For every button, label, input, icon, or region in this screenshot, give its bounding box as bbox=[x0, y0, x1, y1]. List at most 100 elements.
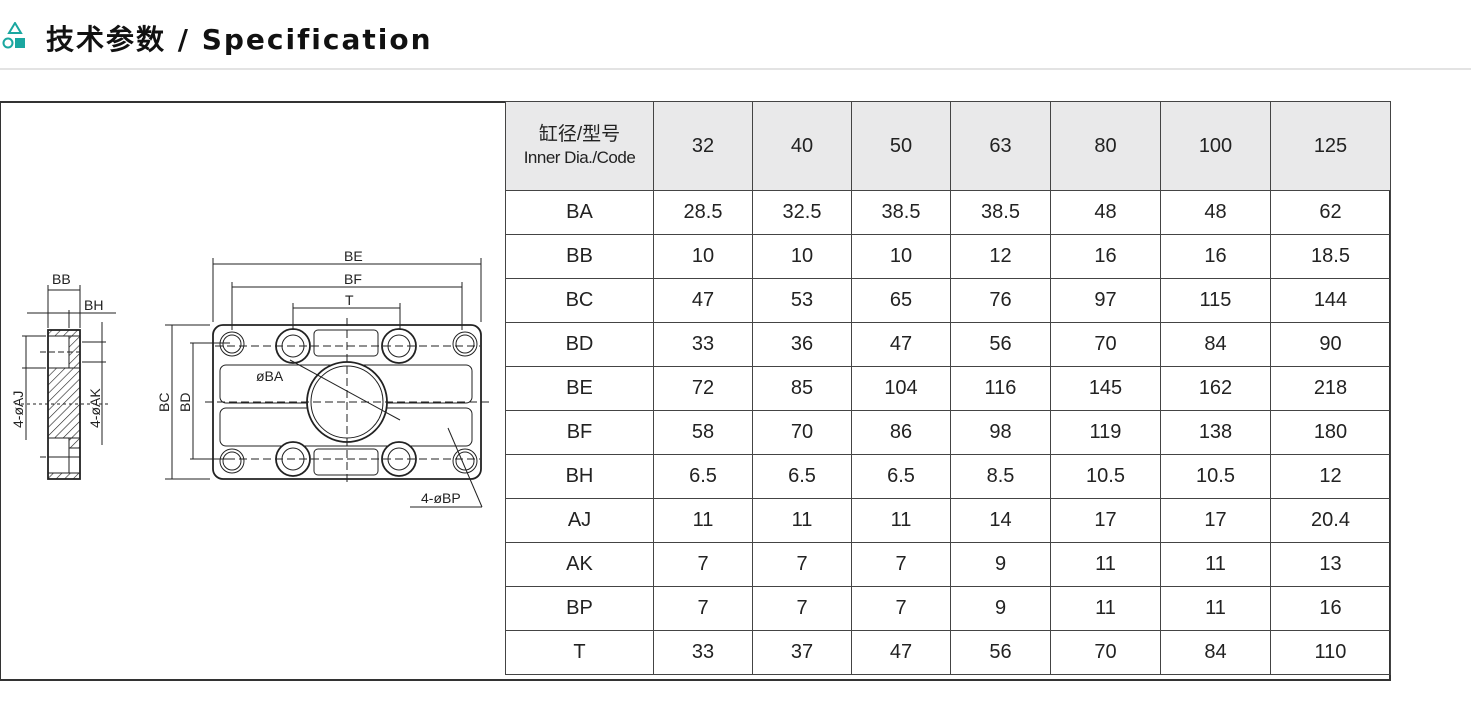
table-cell: 72 bbox=[653, 366, 753, 411]
row-label: BP bbox=[505, 586, 654, 631]
table-cell: 48 bbox=[1050, 190, 1161, 235]
table-cell: 14 bbox=[950, 498, 1051, 543]
table-row: BH 6.5 6.5 6.5 8.5 10.5 10.5 12 bbox=[505, 454, 1391, 499]
table-cell: 47 bbox=[851, 322, 951, 367]
table-row: BA 28.5 32.5 38.5 38.5 48 48 62 bbox=[505, 190, 1391, 235]
page-title: 技术参数 / Specification bbox=[46, 23, 433, 56]
column-header: 40 bbox=[752, 101, 852, 191]
table-cell: 18.5 bbox=[1270, 234, 1391, 279]
table-row: BP 7 7 7 9 11 11 16 bbox=[505, 586, 1391, 631]
table-cell: 48 bbox=[1160, 190, 1271, 235]
table-cell: 9 bbox=[950, 586, 1051, 631]
table-cell: 11 bbox=[1050, 542, 1161, 587]
table-cell: 115 bbox=[1160, 278, 1271, 323]
table-header-row: 缸径/型号 Inner Dia./Code 32 40 50 63 80 100… bbox=[505, 101, 1391, 191]
table-row: BF 58 70 86 98 119 138 180 bbox=[505, 410, 1391, 455]
table-row: BB 10 10 10 12 16 16 18.5 bbox=[505, 234, 1391, 279]
table-cell: 70 bbox=[752, 410, 852, 455]
column-header: 32 bbox=[653, 101, 753, 191]
label-bd: BD bbox=[177, 393, 193, 412]
label-be: BE bbox=[344, 248, 363, 264]
table-cell: 119 bbox=[1050, 410, 1161, 455]
table-cell: 8.5 bbox=[950, 454, 1051, 499]
table-cell: 98 bbox=[950, 410, 1051, 455]
table-cell: 145 bbox=[1050, 366, 1161, 411]
label-t: T bbox=[345, 292, 354, 308]
table-cell: 7 bbox=[851, 542, 951, 587]
table-cell: 180 bbox=[1270, 410, 1391, 455]
table-cell: 20.4 bbox=[1270, 498, 1391, 543]
table-cell: 32.5 bbox=[752, 190, 852, 235]
table-cell: 47 bbox=[653, 278, 753, 323]
row-label: AJ bbox=[505, 498, 654, 543]
table-row: BD 33 36 47 56 70 84 90 bbox=[505, 322, 1391, 367]
table-cell: 36 bbox=[752, 322, 852, 367]
table-cell: 17 bbox=[1050, 498, 1161, 543]
table-cell: 53 bbox=[752, 278, 852, 323]
table-cell: 162 bbox=[1160, 366, 1271, 411]
table-cell: 10 bbox=[653, 234, 753, 279]
technical-drawing: BB BH 4-øAJ 4-øAK BE BF T BC BD øBA 4-øB… bbox=[10, 248, 490, 508]
label-ak: 4-øAK bbox=[87, 388, 103, 428]
spec-table: 缸径/型号 Inner Dia./Code 32 40 50 63 80 100… bbox=[505, 101, 1391, 675]
label-bf: BF bbox=[344, 271, 362, 287]
row-label: BE bbox=[505, 366, 654, 411]
table-cell: 97 bbox=[1050, 278, 1161, 323]
table-cell: 11 bbox=[752, 498, 852, 543]
table-cell: 11 bbox=[1160, 542, 1271, 587]
table-cell: 138 bbox=[1160, 410, 1271, 455]
table-cell: 84 bbox=[1160, 630, 1271, 675]
table-cell: 10.5 bbox=[1160, 454, 1271, 499]
row-label: BB bbox=[505, 234, 654, 279]
side-view bbox=[15, 285, 116, 480]
table-row: AK 7 7 7 9 11 11 13 bbox=[505, 542, 1391, 587]
table-cell: 9 bbox=[950, 542, 1051, 587]
table-cell: 37 bbox=[752, 630, 852, 675]
table-cell: 10 bbox=[851, 234, 951, 279]
table-cell: 17 bbox=[1160, 498, 1271, 543]
table-row: T 33 37 47 56 70 84 110 bbox=[505, 630, 1391, 675]
table-cell: 6.5 bbox=[653, 454, 753, 499]
table-cell: 58 bbox=[653, 410, 753, 455]
table-cell: 38.5 bbox=[950, 190, 1051, 235]
column-header: 50 bbox=[851, 101, 951, 191]
label-bb: BB bbox=[52, 271, 71, 287]
table-row: BE 72 85 104 116 145 162 218 bbox=[505, 366, 1391, 411]
table-cell: 33 bbox=[653, 630, 753, 675]
table-cell: 11 bbox=[1160, 586, 1271, 631]
table-cell: 65 bbox=[851, 278, 951, 323]
row-label: BH bbox=[505, 454, 654, 499]
row-label: BF bbox=[505, 410, 654, 455]
column-header: 100 bbox=[1160, 101, 1271, 191]
label-bp: 4-øBP bbox=[421, 490, 461, 506]
table-cell: 7 bbox=[653, 542, 753, 587]
table-cell: 33 bbox=[653, 322, 753, 367]
table-cell: 7 bbox=[752, 542, 852, 587]
table-cell: 7 bbox=[851, 586, 951, 631]
table-cell: 144 bbox=[1270, 278, 1391, 323]
table-cell: 38.5 bbox=[851, 190, 951, 235]
label-aj: 4-øAJ bbox=[10, 391, 26, 428]
table-cell: 7 bbox=[752, 586, 852, 631]
table-cell: 13 bbox=[1270, 542, 1391, 587]
column-header: 125 bbox=[1270, 101, 1391, 191]
label-ba: øBA bbox=[256, 368, 284, 384]
table-cell: 11 bbox=[653, 498, 753, 543]
label-bc: BC bbox=[156, 393, 172, 412]
front-view bbox=[165, 258, 490, 508]
table-cell: 62 bbox=[1270, 190, 1391, 235]
table-cell: 16 bbox=[1160, 234, 1271, 279]
row-label: BA bbox=[505, 190, 654, 235]
table-cell: 56 bbox=[950, 322, 1051, 367]
label-bh: BH bbox=[84, 297, 103, 313]
table-cell: 104 bbox=[851, 366, 951, 411]
table-cell: 28.5 bbox=[653, 190, 753, 235]
table-cell: 10 bbox=[752, 234, 852, 279]
table-cell: 70 bbox=[1050, 322, 1161, 367]
table-cell: 110 bbox=[1270, 630, 1391, 675]
table-row: BC 47 53 65 76 97 115 144 bbox=[505, 278, 1391, 323]
row-label: T bbox=[505, 630, 654, 675]
table-cell: 6.5 bbox=[851, 454, 951, 499]
table-cell: 90 bbox=[1270, 322, 1391, 367]
header-cell-code: 缸径/型号 Inner Dia./Code bbox=[505, 101, 654, 191]
